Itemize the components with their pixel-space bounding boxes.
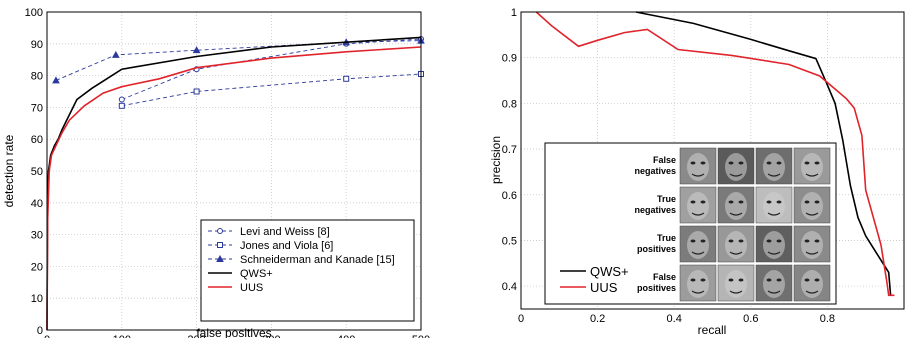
left-series-4-line xyxy=(46,46,422,331)
right-x-tick-label: 0.8 xyxy=(820,313,835,325)
right-y-tick-label: 0.9 xyxy=(502,53,517,65)
face-thumbnail xyxy=(755,264,793,302)
right-y-tick-label: 0.6 xyxy=(502,190,517,202)
left-y-tick-label: 90 xyxy=(31,39,43,51)
left-series-2-line xyxy=(55,40,422,81)
inset-row-label-line2: positives xyxy=(637,283,676,293)
left-legend-label: QWS+ xyxy=(240,268,273,280)
left-y-tick-label: 20 xyxy=(31,261,43,273)
face-thumbnail xyxy=(717,225,755,263)
left-legend-label: Jones and Viola [6] xyxy=(240,240,333,252)
left-y-tick-label: 50 xyxy=(31,166,43,178)
face-thumbnail xyxy=(755,225,793,263)
left-legend-items: Levi and Weiss [8] Jones and Viola [6] Sch… xyxy=(208,226,395,294)
left-series-2-marker xyxy=(52,76,60,84)
right-y-tick-label: 1 xyxy=(511,7,517,19)
left-x-tick-label: 200 xyxy=(187,334,205,338)
face-thumbnail xyxy=(679,225,717,263)
left-series-0-marker xyxy=(217,228,223,234)
inset-panel: FalsenegativesTruenegativesTruepositives… xyxy=(544,142,837,305)
right-x-tick-label: 0.2 xyxy=(590,313,605,325)
left-series-1-marker xyxy=(193,88,200,95)
right-x-tick-label: 0.4 xyxy=(667,313,682,325)
face-thumbnail xyxy=(755,147,793,185)
right-chart: 0 0.2 0.4 0.6 0.80.40.50.60.70.80.91 recall … xyxy=(489,7,905,337)
left-x-tick-label: 400 xyxy=(337,334,355,338)
left-series xyxy=(46,36,425,331)
right-series-1-line xyxy=(535,11,895,297)
inset-row-label-line1: True xyxy=(657,233,676,243)
inset-row-label-line2: negatives xyxy=(634,205,676,215)
face-thumbnail xyxy=(679,264,717,302)
left-series-0-marker xyxy=(118,96,125,103)
left-legend: Levi and Weiss [8] Jones and Viola [6] Sch… xyxy=(200,219,415,322)
inset-rows: FalsenegativesTruenegativesTruepositives… xyxy=(634,147,831,302)
inset-row-label-line2: negatives xyxy=(634,166,676,176)
right-y-axis-label: precision xyxy=(489,136,503,184)
face-thumbnail xyxy=(679,147,717,185)
face-thumbnail xyxy=(793,147,831,185)
left-legend-label: Levi and Weiss [8] xyxy=(240,226,330,238)
left-y-tick-label: 60 xyxy=(31,134,43,146)
right-x-tick-label: 0.6 xyxy=(743,313,758,325)
face-thumbnail xyxy=(793,264,831,302)
left-series-2-marker xyxy=(216,254,224,262)
right-y-tick-label: 0.7 xyxy=(502,144,517,156)
face-thumbnail xyxy=(717,147,755,185)
left-plot-frame xyxy=(46,11,422,331)
face-thumbnail xyxy=(755,186,793,224)
left-y-tick-label: 30 xyxy=(31,230,43,242)
right-plot-frame xyxy=(520,11,905,310)
left-x-tick-label: 0 xyxy=(44,334,50,338)
right-legend-label: UUS xyxy=(590,280,618,295)
right-series-0-line xyxy=(635,11,892,296)
right-legend-label: QWS+ xyxy=(590,264,629,279)
left-series-0-line xyxy=(121,38,422,100)
left-series-2-marker xyxy=(111,50,120,58)
right-y-tick-label: 0.4 xyxy=(502,281,517,293)
left-legend-label: Schneiderman and Kanade [15] xyxy=(240,254,395,266)
left-ticks: 0 100 200 300 400 500 0 10 20 30 40 50 60 70 80 90 100 xyxy=(25,7,431,338)
right-x-tick-label: 0 xyxy=(518,313,524,325)
left-y-tick-label: 0 xyxy=(37,325,43,337)
left-y-tick-label: 70 xyxy=(31,102,43,114)
left-series-1-marker xyxy=(343,75,350,82)
face-thumbnail xyxy=(793,225,831,263)
left-y-tick-label: 10 xyxy=(31,293,43,305)
inset-row-label-line1: False xyxy=(653,155,676,165)
left-x-tick-label: 300 xyxy=(262,334,280,338)
left-y-tick-label: 100 xyxy=(25,7,43,19)
left-x-axis-label: false positives xyxy=(196,326,271,338)
left-y-tick-label: 80 xyxy=(31,71,43,83)
inset-row-label-line2: positives xyxy=(637,244,676,254)
left-series-1-marker xyxy=(118,102,125,109)
face-thumbnail xyxy=(679,186,717,224)
left-y-tick-label: 40 xyxy=(31,198,43,210)
left-legend-label: UUS xyxy=(240,282,263,294)
face-thumbnail xyxy=(717,186,755,224)
left-x-tick-label: 100 xyxy=(113,334,131,338)
left-legend-box xyxy=(200,219,415,322)
left-series-2-marker xyxy=(192,46,201,54)
left-x-tick-label: 500 xyxy=(412,334,430,338)
face-thumbnail xyxy=(717,264,755,302)
inset-row-label-line1: False xyxy=(653,272,676,282)
right-legend-items: QWS+UUS xyxy=(560,264,629,295)
face-thumbnail xyxy=(793,186,831,224)
left-chart: 0 100 200 300 400 500 0 10 20 30 40 50 60 70 80 90 100 f… xyxy=(2,7,430,338)
right-y-tick-label: 0.8 xyxy=(502,98,517,110)
right-y-tick-label: 0.5 xyxy=(502,235,517,247)
right-series xyxy=(535,11,895,297)
right-x-axis-label: recall xyxy=(698,323,727,337)
left-y-axis-label: detection rate xyxy=(2,134,16,207)
right-ticks: 0 0.2 0.4 0.6 0.8 0.4 0.5 0.6 0.7 0.8 0.9 1 xyxy=(502,7,835,325)
inset-row-label-line1: True xyxy=(657,194,676,204)
left-series-1-marker xyxy=(217,242,223,248)
left-series-1-line xyxy=(121,73,422,107)
